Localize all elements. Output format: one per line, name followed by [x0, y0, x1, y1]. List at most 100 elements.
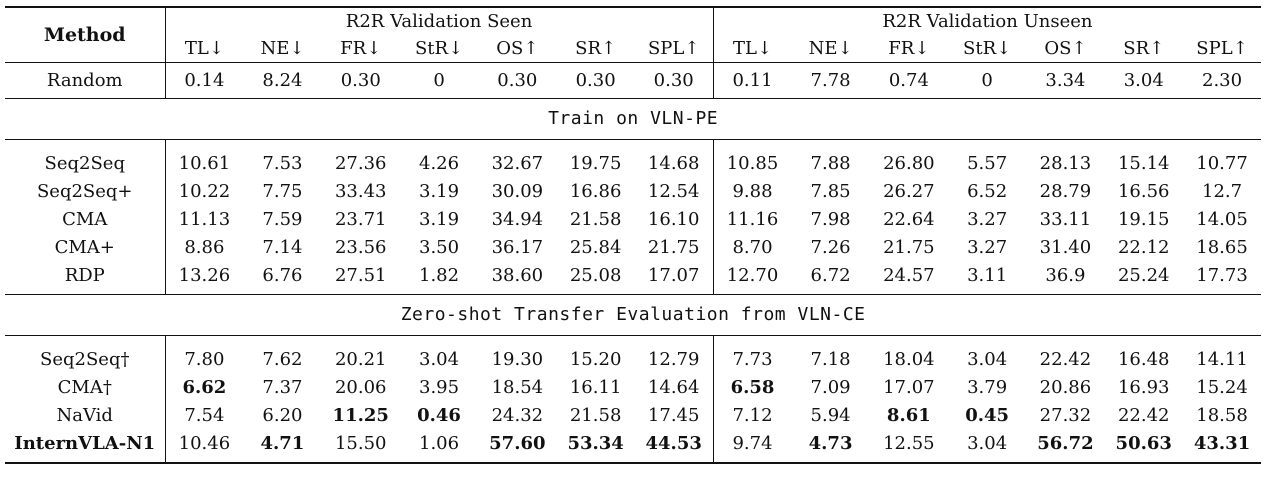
unseen-metric-cell: 3.04 — [948, 429, 1027, 464]
table-row: Seq2Seq† 7.80 7.62 20.21 3.04 19.30 15.20 12.79… — [5, 335, 1262, 374]
method-name-cell: NaVid — [5, 401, 166, 430]
seen-metric-cell: 24.32 — [491, 405, 544, 426]
section-title-row: Zero-shot Transfer Evaluation from VLN-C… — [5, 293, 1262, 335]
unseen-metric-cell: 11.16 — [726, 209, 779, 230]
seen-metric-cell: 23.56 — [334, 237, 387, 258]
seen-metric-cell: 4.26 — [419, 153, 460, 174]
unseen-metric-cell: 6.52 — [967, 181, 1008, 202]
unseen-metric-cell: 14.11 — [1196, 349, 1248, 370]
seen-metric-cell: 17.45 — [634, 401, 714, 430]
seen-metric-cell: 20.21 — [334, 349, 387, 370]
seen-metric-cell: 6.76 — [262, 265, 303, 286]
seen-metric-cell: 3.04 — [419, 349, 460, 370]
seen-metric-cell: 53.34 — [556, 429, 635, 464]
seen-group-header: R2R Validation Seen — [165, 6, 714, 35]
seen-metric-cell: 21.75 — [634, 233, 714, 262]
seen-metric-cell: 15.20 — [569, 349, 622, 370]
unseen-metric-cell: 7.26 — [810, 237, 851, 258]
unseen-metric-cell: 24.57 — [883, 265, 935, 286]
seen-metric-cell: 0.14 — [165, 61, 244, 98]
method-name-cell: CMA+ — [5, 233, 166, 262]
unseen-metric-cell: 22.12 — [1117, 237, 1170, 258]
unseen-metric-cell: 28.13 — [1039, 153, 1092, 174]
table-row: Seq2Seq+ 10.22 7.75 33.43 3.19 30.09 16.86 12.5… — [5, 177, 1261, 206]
seen-metric-cell: 33.43 — [334, 181, 387, 202]
seen-metric-cell: 23.71 — [334, 209, 387, 230]
metric-header: TL↓ — [732, 37, 773, 59]
metric-header: OS↑ — [1044, 37, 1087, 59]
seen-metric-cell: 8.86 — [184, 237, 225, 258]
unseen-metric-cell: 26.80 — [883, 153, 935, 174]
seen-metric-cell: 15.50 — [321, 429, 400, 464]
unseen-metric-cell: 5.94 — [810, 405, 851, 426]
unseen-metric-cell: 0.45 — [965, 405, 1010, 426]
unseen-metric-cell: 43.31 — [1182, 429, 1262, 464]
unseen-metric-cell: 56.72 — [1026, 429, 1105, 464]
unseen-metric-cell: 0.11 — [713, 61, 792, 98]
unseen-metric-cell: 7.78 — [791, 61, 870, 98]
seen-metric-cell: 11.13 — [178, 209, 231, 230]
seen-metric-cell: 7.62 — [262, 349, 303, 370]
unseen-metric-cell: 2.30 — [1182, 61, 1262, 98]
unseen-metric-cell: 3.27 — [967, 209, 1008, 230]
seen-metric-cell: 1.82 — [419, 265, 460, 286]
metric-header: FR↓ — [888, 37, 930, 59]
seen-metric-cell: 0 — [399, 61, 479, 98]
unseen-metric-cell: 6.72 — [810, 265, 851, 286]
unseen-metric-cell: 16.56 — [1117, 181, 1170, 202]
metric-header: SPL↑ — [634, 35, 714, 62]
unseen-metric-cell: 33.11 — [1039, 209, 1092, 230]
unseen-metric-cell: 4.73 — [791, 429, 870, 464]
method-name-cell: Seq2Seq+ — [5, 177, 166, 206]
unseen-metric-cell: 16.48 — [1117, 349, 1170, 370]
unseen-metric-cell: 15.24 — [1196, 377, 1248, 398]
seen-metric-cell: 27.51 — [334, 265, 387, 286]
unseen-metric-cell: 3.79 — [967, 377, 1008, 398]
seen-metric-cell: 19.75 — [569, 153, 622, 174]
seen-metric-cell: 44.53 — [634, 429, 714, 464]
unseen-metric-cell: 7.73 — [732, 349, 773, 370]
unseen-metric-cell: 10.77 — [1196, 153, 1248, 174]
seen-metric-cell: 6.62 — [182, 377, 227, 398]
method-name-cell: CMA — [5, 205, 166, 234]
seen-metric-cell: 21.58 — [569, 405, 622, 426]
seen-metric-cell: 3.19 — [419, 181, 460, 202]
unseen-metric-cell: 9.88 — [732, 181, 773, 202]
seen-metric-cell: 21.58 — [569, 209, 622, 230]
unseen-metric-cell: 12.55 — [869, 429, 948, 464]
unseen-metric-cell: 8.61 — [886, 405, 931, 426]
seen-metric-cell: 10.61 — [178, 153, 231, 174]
seen-metric-cell: 0.30 — [556, 61, 635, 98]
section-title-row: Train on VLN-PE — [5, 97, 1262, 139]
seen-metric-cell: 25.84 — [569, 237, 622, 258]
unseen-metric-cell: 27.32 — [1039, 405, 1092, 426]
seen-metric-cell: 7.37 — [262, 377, 303, 398]
seen-metric-cell: 11.25 — [332, 405, 389, 426]
seen-metric-cell: 25.08 — [569, 265, 622, 286]
unseen-metric-cell: 18.04 — [883, 349, 935, 370]
unseen-metric-cell: 31.40 — [1039, 237, 1092, 258]
method-header: Method — [5, 6, 166, 62]
metric-header: SPL↑ — [1196, 37, 1248, 59]
unseen-metric-cell: 17.73 — [1196, 265, 1248, 286]
seen-metric-cell: 7.14 — [262, 237, 303, 258]
metric-header: TL↓ — [184, 37, 224, 59]
unseen-metric-cell: 0.74 — [869, 61, 948, 98]
metric-header: NE↓ — [260, 37, 305, 59]
method-name-cell: Seq2Seq† — [5, 335, 166, 374]
seen-metric-cell: 7.80 — [184, 349, 225, 370]
seen-metric-cell: 1.06 — [399, 429, 479, 464]
seen-metric-cell: 3.19 — [419, 209, 460, 230]
unseen-metric-cell: 5.57 — [967, 153, 1008, 174]
seen-metric-cell: 32.67 — [491, 153, 544, 174]
seen-metric-cell: 19.30 — [491, 349, 544, 370]
unseen-metric-cell: 7.88 — [810, 153, 851, 174]
unseen-metric-cell: 22.42 — [1117, 405, 1170, 426]
unseen-metric-cell: 20.86 — [1039, 377, 1092, 398]
unseen-metric-cell: 15.14 — [1117, 153, 1170, 174]
unseen-metric-cell: 3.11 — [967, 265, 1008, 286]
unseen-metric-cell: 3.04 — [1104, 61, 1183, 98]
unseen-metric-cell: 7.98 — [810, 209, 851, 230]
metric-header: SR↑ — [1123, 37, 1165, 59]
seen-metric-cell: 10.22 — [178, 181, 231, 202]
